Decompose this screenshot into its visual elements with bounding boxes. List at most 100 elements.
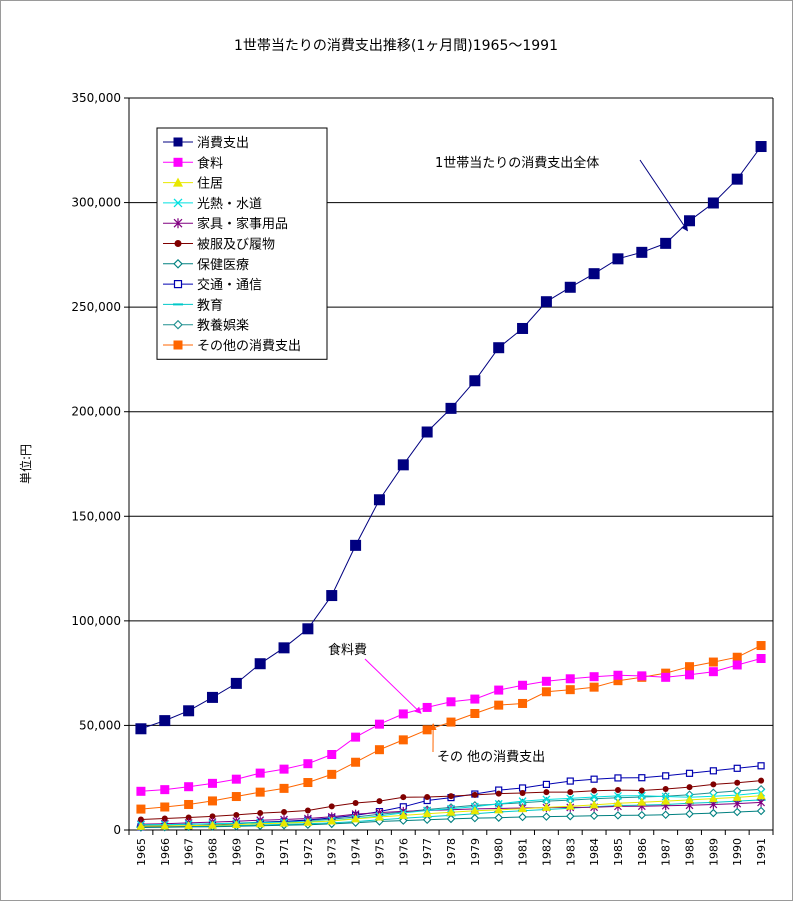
data-point <box>662 772 670 780</box>
data-point <box>661 672 671 682</box>
data-point <box>398 810 408 819</box>
data-point <box>279 783 289 793</box>
y-tick-label: 350,000 <box>71 91 121 105</box>
x-tick-label: 1978 <box>445 838 458 866</box>
x-tick-label: 1977 <box>421 838 434 866</box>
series-2 <box>136 654 766 796</box>
data-point <box>279 764 289 774</box>
data-point <box>173 280 183 289</box>
x-tick-label: 1966 <box>159 838 172 866</box>
data-point <box>637 671 647 681</box>
data-point <box>173 177 183 187</box>
data-point <box>352 800 359 807</box>
data-point <box>589 682 599 692</box>
data-point <box>278 642 290 654</box>
x-tick-label: 1991 <box>755 838 768 866</box>
data-point <box>328 803 335 810</box>
data-point <box>708 657 718 667</box>
y-axis-label: 単位:円 <box>18 444 33 484</box>
data-point <box>207 778 217 788</box>
legend-item: 光熱・水道 <box>163 197 262 212</box>
data-point <box>564 281 576 293</box>
data-point <box>519 789 526 796</box>
data-point <box>230 677 242 689</box>
data-point <box>685 769 694 777</box>
data-point <box>207 796 217 806</box>
data-point <box>174 240 182 247</box>
legend-item: 保健医療 <box>163 258 249 273</box>
data-point <box>518 804 528 813</box>
legend-label: 被服及び履物 <box>197 238 275 253</box>
data-point <box>565 811 575 821</box>
data-point <box>494 700 504 710</box>
data-point <box>686 784 693 791</box>
data-point <box>255 768 265 778</box>
data-point <box>422 725 432 735</box>
data-point <box>589 811 599 821</box>
data-point <box>662 786 669 793</box>
data-point <box>637 791 646 800</box>
legend-label: 光熱・水道 <box>197 197 262 212</box>
data-point <box>173 340 183 350</box>
x-tick-label: 1970 <box>254 838 267 866</box>
data-point <box>758 777 765 784</box>
data-point <box>495 790 502 797</box>
data-point <box>327 749 337 759</box>
legend-item: 食料 <box>163 155 223 171</box>
data-point <box>734 779 741 786</box>
data-point <box>209 813 216 820</box>
data-point <box>731 173 743 185</box>
data-point <box>302 623 314 635</box>
data-point <box>636 246 648 258</box>
legend-label: 教養娯楽 <box>197 318 249 334</box>
series-3 <box>136 791 766 830</box>
legend-item: 消費支出 <box>163 136 249 151</box>
data-point <box>589 672 599 682</box>
data-point <box>374 812 384 821</box>
x-tick-label: 1973 <box>326 838 339 866</box>
legend-item: 交通・通信 <box>163 277 262 293</box>
x-tick-label: 1989 <box>707 838 720 866</box>
data-point <box>661 792 670 801</box>
x-tick-label: 1984 <box>588 838 601 866</box>
x-tick-label: 1975 <box>373 838 386 866</box>
data-point <box>614 787 621 794</box>
data-point <box>448 793 454 800</box>
data-point <box>591 787 598 794</box>
data-point <box>756 791 766 800</box>
y-tick-label: 250,000 <box>71 300 121 314</box>
data-point <box>351 732 361 742</box>
data-point <box>756 806 766 816</box>
data-point <box>612 253 624 265</box>
data-point <box>494 799 503 808</box>
data-point <box>685 795 695 804</box>
data-point <box>326 590 338 602</box>
data-point <box>518 797 527 806</box>
data-point <box>613 811 623 820</box>
data-point <box>757 762 765 770</box>
data-point <box>470 806 480 815</box>
data-point <box>542 812 551 821</box>
data-point <box>303 759 313 769</box>
data-point <box>614 774 622 782</box>
x-tick-label: 1983 <box>564 838 577 866</box>
x-tick-label: 1972 <box>302 838 315 866</box>
data-point <box>685 670 695 680</box>
data-point <box>422 815 432 825</box>
data-point <box>160 821 170 830</box>
data-point <box>173 157 183 167</box>
data-point <box>470 709 480 719</box>
data-point <box>376 798 383 805</box>
data-point <box>469 375 481 387</box>
data-point <box>173 259 183 269</box>
data-point <box>494 685 504 695</box>
data-point <box>173 218 183 229</box>
data-point <box>756 654 766 664</box>
data-point <box>374 745 384 755</box>
x-tick-label: 1980 <box>493 838 506 866</box>
data-point <box>374 719 384 729</box>
legend-label: 家具・家事用品 <box>197 216 288 232</box>
